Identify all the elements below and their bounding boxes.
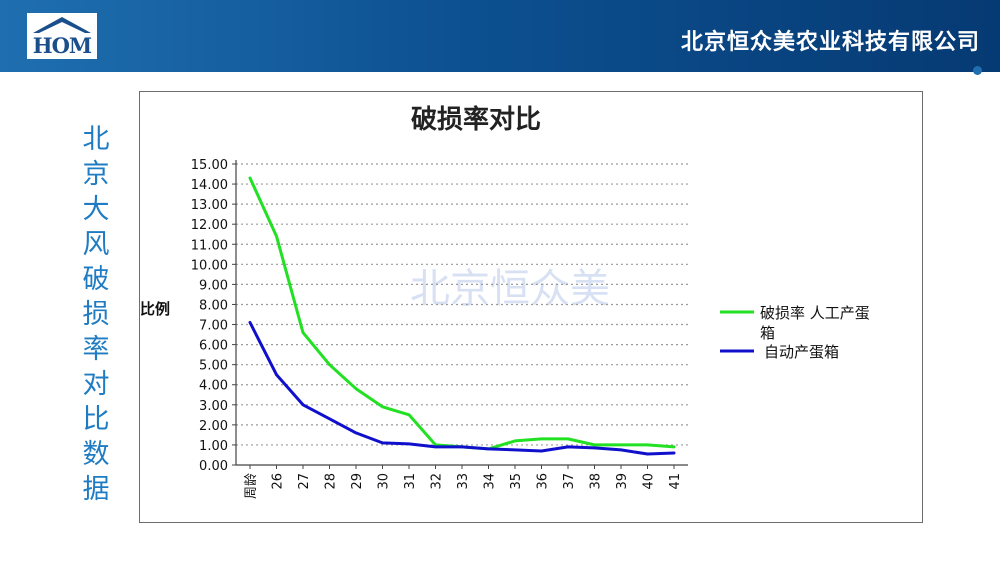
y-tick-label: 13.00 xyxy=(191,198,228,213)
x-tick-label: 39 xyxy=(615,473,630,490)
y-tick-label: 5.00 xyxy=(199,359,228,374)
data-point xyxy=(460,445,464,449)
data-point xyxy=(672,451,676,455)
y-tick-label: 1.00 xyxy=(199,439,228,454)
legend-label: 破损率 人工产蛋 xyxy=(760,304,870,322)
legend-label: 箱 xyxy=(760,324,775,342)
series-line-manual xyxy=(248,176,676,451)
y-tick-label: 8.00 xyxy=(199,298,228,313)
series-line-auto xyxy=(248,321,676,456)
data-point xyxy=(354,431,358,435)
data-point xyxy=(434,445,437,449)
data-point xyxy=(566,437,570,441)
data-point xyxy=(301,403,305,406)
company-name: 北京恒众美农业科技有限公司 xyxy=(680,30,980,55)
data-point xyxy=(646,443,649,447)
data-point xyxy=(381,441,384,445)
y-tick-label: 9.00 xyxy=(199,278,228,293)
y-tick-label: 10.00 xyxy=(191,258,228,273)
x-tick-label: 38 xyxy=(589,473,604,490)
data-point xyxy=(593,443,596,447)
y-tick-label: 3.00 xyxy=(199,399,228,414)
data-point xyxy=(513,448,517,452)
y-tick-label: 0.00 xyxy=(199,459,228,474)
x-tick-label: 26 xyxy=(271,473,286,490)
x-tick-label: 27 xyxy=(297,473,312,490)
x-tick-label: 31 xyxy=(403,473,418,490)
data-point xyxy=(275,235,278,238)
data-point xyxy=(407,442,411,446)
data-point xyxy=(301,331,305,334)
x-tick-label: 周龄 xyxy=(244,473,259,499)
decor-dot xyxy=(973,66,982,75)
data-point xyxy=(328,417,331,421)
side-title-char: 风 xyxy=(82,229,110,260)
y-tick-label: 14.00 xyxy=(191,178,228,193)
y-tick-label: 2.00 xyxy=(199,419,228,434)
x-tick-label: 29 xyxy=(350,473,365,490)
data-point xyxy=(381,405,384,409)
side-title-char: 大 xyxy=(82,194,110,225)
data-point xyxy=(513,439,517,443)
x-tick-label: 28 xyxy=(324,473,339,490)
x-tick-label: 41 xyxy=(668,473,683,490)
side-title-char: 据 xyxy=(82,474,110,505)
y-tick-label: 7.00 xyxy=(199,319,228,334)
side-title-char: 损 xyxy=(82,299,110,330)
x-tick-label: 35 xyxy=(509,473,524,490)
x-tick-label: 37 xyxy=(562,473,577,490)
x-tick-label: 36 xyxy=(536,473,551,490)
watermark-text: 北京恒众美 xyxy=(410,266,610,312)
data-point xyxy=(593,446,596,450)
data-point xyxy=(248,321,252,324)
y-tick-label: 15.00 xyxy=(191,158,228,173)
side-title-char: 北 xyxy=(82,124,110,155)
x-tick-label: 40 xyxy=(642,473,657,490)
chart-frame: 破损率对比北京恒众美 0.00 1.00 2.00 3.00 4.00 5.00 6.00 7.… xyxy=(139,91,923,523)
data-point xyxy=(566,445,570,449)
x-tick-label: 34 xyxy=(483,473,498,490)
side-title: 北京大风破损率对比数据 xyxy=(74,122,118,507)
side-title-char: 破 xyxy=(82,264,110,295)
logo-text: HOM xyxy=(32,33,92,58)
chart-title: 破损率对比 xyxy=(411,104,541,135)
y-tick-label: 12.00 xyxy=(191,218,228,233)
x-tick-label: 33 xyxy=(456,473,471,490)
data-point xyxy=(619,448,623,452)
data-point xyxy=(619,443,623,447)
side-title-char: 数 xyxy=(82,439,110,470)
legend-label: 自动产蛋箱 xyxy=(764,343,839,361)
data-point xyxy=(487,447,490,451)
company-logo: HOM xyxy=(27,13,97,59)
data-point xyxy=(540,449,543,453)
y-tick-label: 6.00 xyxy=(199,339,228,354)
side-title-char: 对 xyxy=(82,369,110,400)
y-tick-label: 11.00 xyxy=(191,238,228,253)
data-point xyxy=(646,452,649,456)
side-title-char: 率 xyxy=(82,334,110,365)
data-point xyxy=(354,387,358,390)
y-tick-label: 4.00 xyxy=(199,379,228,394)
data-point xyxy=(672,445,676,449)
data-point xyxy=(275,373,278,376)
header-bar: HOM 北京恒众美农业科技有限公司 xyxy=(0,0,1000,72)
house-roof-icon xyxy=(33,17,91,33)
data-point xyxy=(248,176,252,180)
side-title-char: 比 xyxy=(82,404,110,435)
data-point xyxy=(328,363,331,366)
side-title-char: 京 xyxy=(82,159,110,190)
x-tick-label: 30 xyxy=(377,473,392,490)
data-point xyxy=(540,437,543,441)
y-axis-label: 比例 xyxy=(140,300,170,318)
data-point xyxy=(407,413,411,417)
x-tick-label: 32 xyxy=(430,473,445,490)
